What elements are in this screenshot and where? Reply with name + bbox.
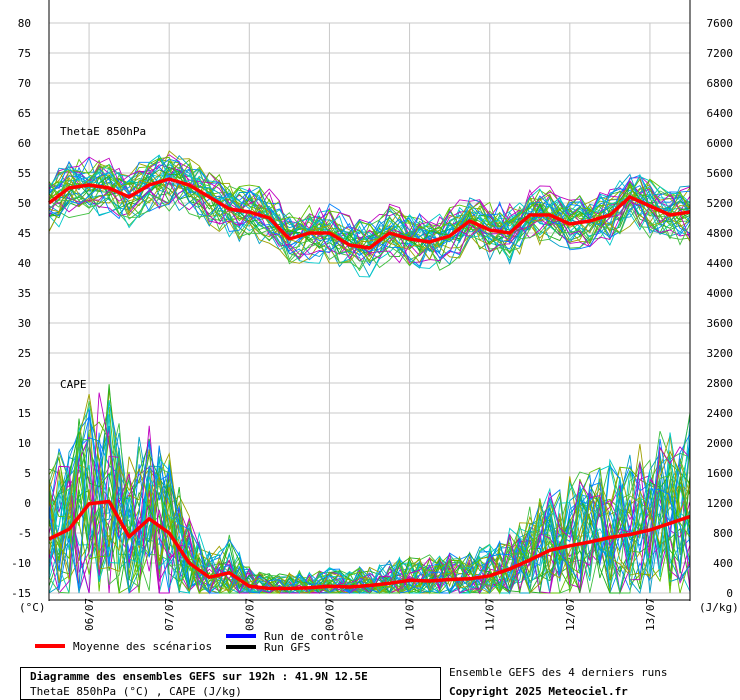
chart-title: Diagramme des ensembles GEFS sur 192h : … [30,670,368,683]
x-tick-label: 07/07 [163,598,176,631]
right-tick-label: 1600 [707,467,734,480]
x-tick-label: 08/07 [243,598,256,631]
left-tick-label: -15 [11,587,31,600]
legend-swatch-mean [35,644,65,648]
left-tick-label: 70 [18,77,31,90]
theta-member-line [48,158,691,253]
theta-members [48,150,691,278]
cape-member-line [48,394,691,594]
theta-member-line [48,181,691,267]
x-tick-label: 11/07 [484,598,497,631]
right-tick-label: 5200 [707,197,734,210]
right-tick-label: 6400 [707,107,734,120]
theta-member-line [48,163,691,246]
theta-member-line [48,162,691,246]
cape-mean-line [48,499,691,591]
x-tick-label: 13/07 [644,598,657,631]
left-tick-label: 30 [18,317,31,330]
left-tick-label: 65 [18,107,31,120]
right-tick-label: 4800 [707,227,734,240]
left-tick-label: 35 [18,287,31,300]
left-tick-label: -10 [11,557,31,570]
theta-member-line [48,179,691,264]
theta-member-line [48,166,691,253]
chart-info-box: Diagramme des ensembles GEFS sur 192h : … [20,667,441,700]
right-tick-label: 3200 [707,347,734,360]
right-tick-label: 2000 [707,437,734,450]
left-tick-label: 50 [18,197,31,210]
panel-label-cape: CAPE [60,378,87,391]
plot-frame [48,0,691,601]
theta-member-line [48,154,691,239]
left-tick-label: 10 [18,437,31,450]
left-tick-label: 75 [18,47,31,60]
theta-member-line [48,156,691,250]
left-tick-label: 40 [18,257,31,270]
right-tick-label: 1200 [707,497,734,510]
right-tick-label: 800 [713,527,733,540]
x-tick-label: 06/07 [83,598,96,631]
axis-ticks: -15 -10 -5 0 5 10 15 20 25 30 35 40 45 50 55 60 65 70 75 80… [11,17,733,600]
left-tick-label: 55 [18,167,31,180]
left-tick-label: 60 [18,137,31,150]
chart-subtitle: ThetaE 850hPa (°C) , CAPE (J/kg) [30,685,242,698]
x-tick-label: 12/07 [564,598,577,631]
x-labels: 06/07 07/07 08/07 09/07 10/07 11/07 12/07 13/07 [83,598,657,631]
mean-lines [47,177,691,591]
right-tick-label: 0 [726,587,733,600]
left-tick-label: 20 [18,377,31,390]
theta-member-line [48,156,691,241]
right-tick-label: 3600 [707,317,734,330]
legend-swatch-gfs [226,645,256,649]
right-tick-label: 4400 [707,257,734,270]
x-tick-label: 09/07 [323,598,336,631]
right-tick-label: 7600 [707,17,734,30]
right-tick-label: 2800 [707,377,734,390]
right-tick-label: 6800 [707,77,734,90]
panel-label-theta: ThetaE 850hPa [60,125,147,138]
copyright: Copyright 2025 Meteociel.fr [449,685,628,698]
left-tick-label: 0 [24,497,31,510]
cape-member-line [48,414,691,595]
right-axis-unit: (J/kg) [699,601,739,614]
runs-note: Ensemble GEFS des 4 derniers runs [449,666,668,679]
left-tick-label: 80 [18,17,31,30]
x-tick-label: 10/07 [404,598,417,631]
cape-members [48,384,691,595]
cape-member-line [48,409,691,594]
legend-label-mean: Moyenne des scénarios [73,640,213,653]
left-tick-label: 5 [24,467,31,480]
right-tick-label: 6000 [707,137,734,150]
cape-member-line [48,439,691,595]
left-axis-unit: (°C) [19,601,46,614]
right-tick-label: 2400 [707,407,734,420]
right-tick-label: 5600 [707,167,734,180]
theta-mean-line [47,177,691,250]
theta-member-line [48,174,691,261]
legend-label-gfs: Run GFS [264,641,311,654]
right-tick-label: 400 [713,557,733,570]
legend-label-control: Run de contrôle [264,630,364,643]
left-tick-label: -5 [18,527,31,540]
right-tick-label: 4000 [707,287,734,300]
right-tick-label: 7200 [707,47,734,60]
legend-swatch-control [226,634,256,638]
theta-member-line [48,193,691,271]
left-tick-label: 45 [18,227,31,240]
left-tick-label: 25 [18,347,31,360]
left-tick-label: 15 [18,407,31,420]
